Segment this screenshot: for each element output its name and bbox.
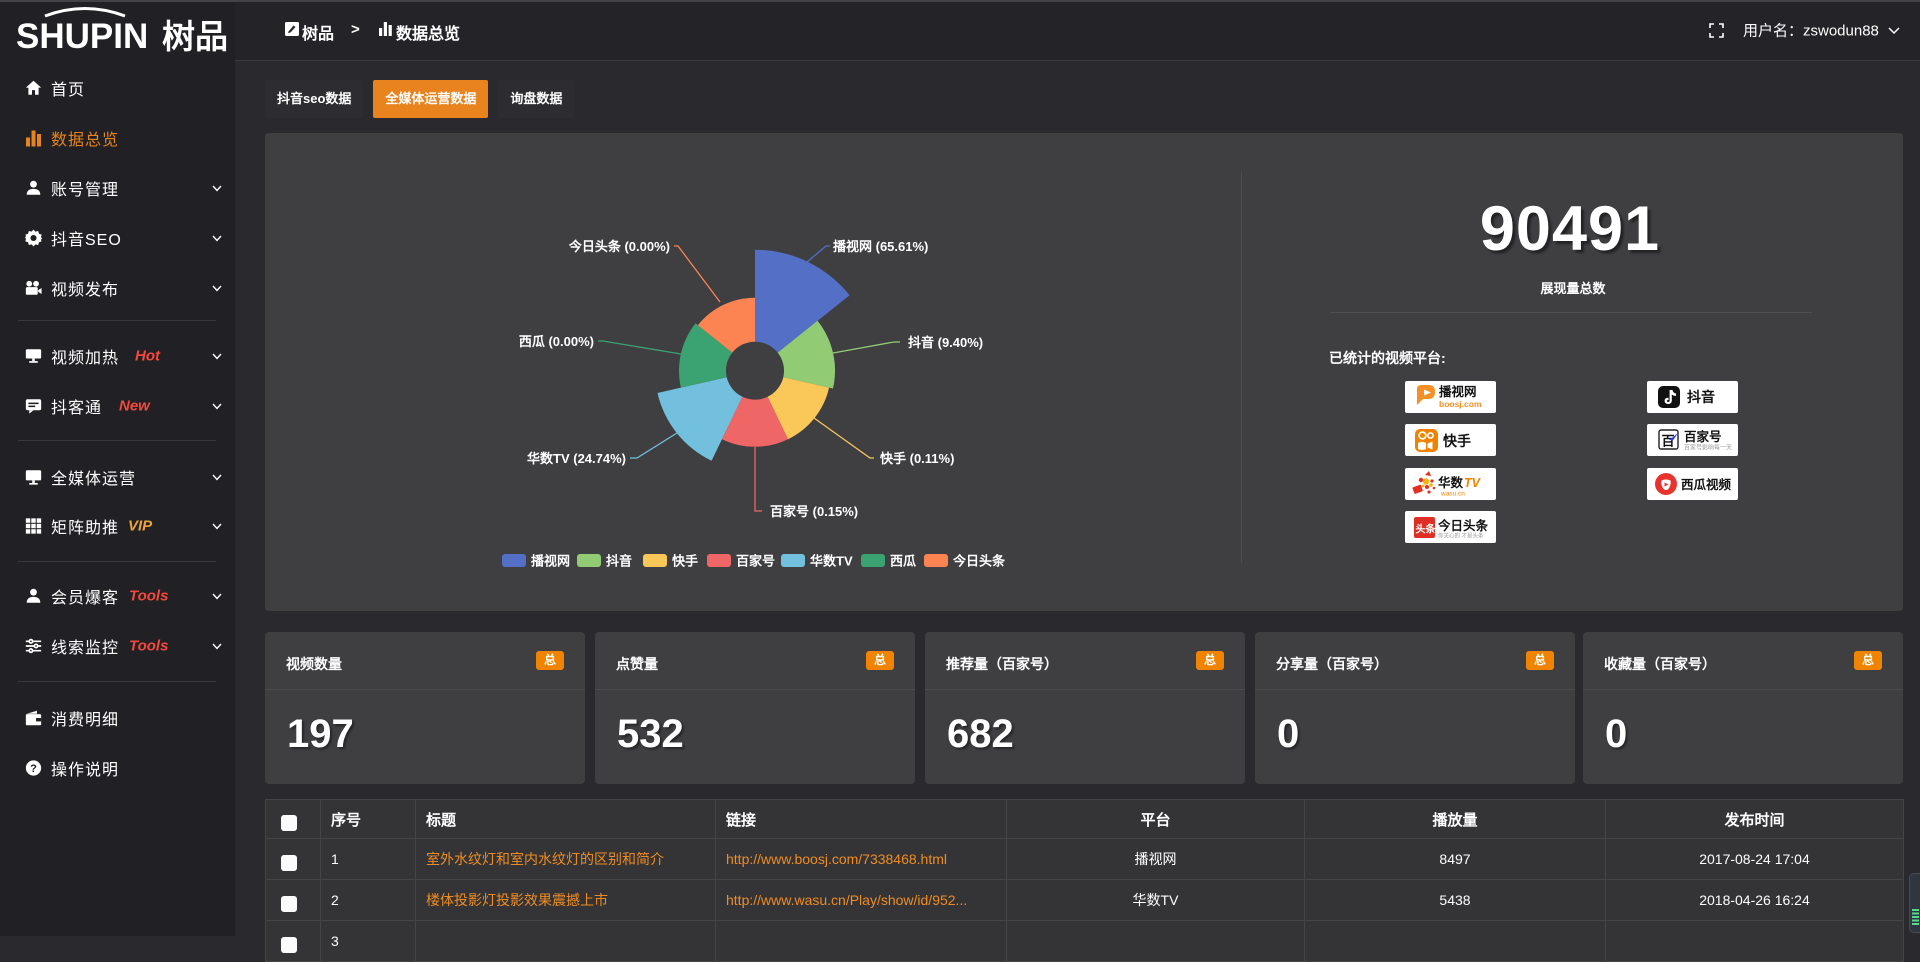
svg-text:抖音: 抖音 (1687, 389, 1715, 405)
svg-text:西瓜视频: 西瓜视频 (1681, 477, 1732, 492)
svg-text:华数TV (24.74%): 华数TV (24.74%) (527, 451, 626, 466)
svg-text:播视网 (65.61%): 播视网 (65.61%) (833, 239, 928, 254)
svg-text:华数TV: 华数TV (810, 554, 853, 569)
svg-text:西瓜 (0.00%): 西瓜 (0.00%) (519, 334, 594, 349)
svg-text:你关心的 才是头条: 你关心的 才是头条 (1438, 532, 1484, 540)
svg-text:百家号 (0.15%): 百家号 (0.15%) (770, 504, 858, 519)
svg-text:boosj.com: boosj.com (1439, 399, 1482, 409)
svg-text:快手: 快手 (672, 554, 698, 569)
svg-text:抖音 (9.40%): 抖音 (9.40%) (908, 335, 983, 350)
svg-text:今日头条 (0.00%): 今日头条 (0.00%) (568, 239, 670, 254)
svg-text:SHUPIN: SHUPIN (16, 17, 148, 52)
svg-text:西瓜: 西瓜 (890, 554, 916, 569)
svg-text:播视网: 播视网 (1439, 384, 1477, 399)
svg-text:快手 (0.11%): 快手 (0.11%) (880, 451, 954, 466)
svg-text:今日头条: 今日头条 (1437, 518, 1489, 533)
svg-text:wasu.cn: wasu.cn (1440, 491, 1465, 498)
svg-text:快手: 快手 (1443, 433, 1471, 449)
svg-text:抖音: 抖音 (606, 554, 632, 569)
svg-text:今日头条: 今日头条 (952, 554, 1006, 569)
svg-text:百家号: 百家号 (736, 554, 775, 569)
svg-text:TV: TV (1464, 476, 1482, 490)
svg-text:播视网: 播视网 (531, 554, 570, 569)
svg-text:树品: 树品 (162, 18, 228, 52)
svg-text:百: 百 (1662, 434, 1675, 449)
svg-text:华数: 华数 (1438, 475, 1464, 490)
svg-text:百家号: 百家号 (1684, 429, 1722, 444)
svg-text:百家号影响每一天: 百家号影响每一天 (1684, 444, 1732, 452)
svg-text:头条: 头条 (1416, 523, 1437, 536)
svg-text:?: ? (30, 763, 37, 775)
